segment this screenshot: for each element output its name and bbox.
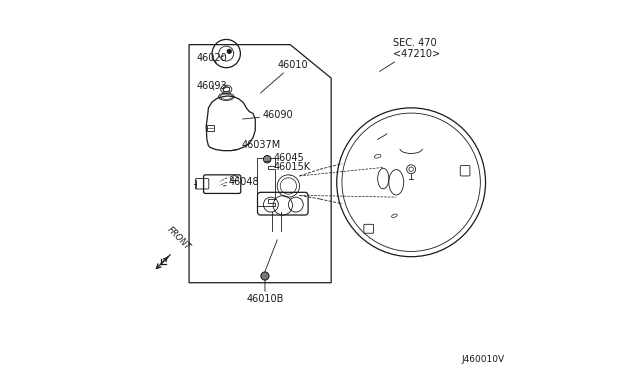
Text: 46037M: 46037M [232, 140, 280, 151]
Circle shape [264, 155, 271, 163]
Text: 46090: 46090 [243, 110, 293, 120]
Text: 46045: 46045 [265, 153, 304, 163]
Text: FRONT: FRONT [165, 225, 192, 252]
Text: SEC. 470
<47210>: SEC. 470 <47210> [380, 38, 440, 71]
Bar [207, 125, 214, 131]
Text: 46010: 46010 [260, 60, 308, 93]
Circle shape [227, 49, 232, 54]
Text: 46010B: 46010B [246, 280, 284, 304]
Text: 46015K: 46015K [273, 163, 310, 176]
Circle shape [261, 272, 269, 280]
Text: 46093: 46093 [196, 81, 227, 90]
Text: 46020: 46020 [196, 53, 227, 63]
Text: 46048: 46048 [223, 177, 259, 187]
Text: J460010V: J460010V [461, 355, 504, 364]
